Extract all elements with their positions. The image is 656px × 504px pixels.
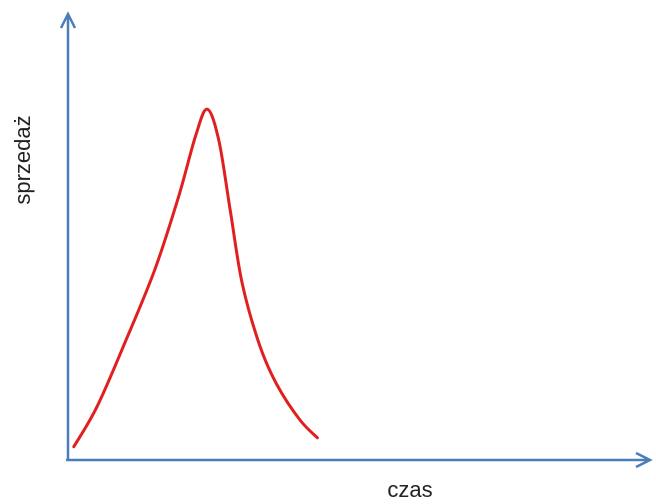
y-axis-arrowhead xyxy=(59,11,77,29)
sales-curve xyxy=(72,107,319,449)
x-axis-label: czas xyxy=(387,477,432,502)
x-axis-arrowhead xyxy=(635,451,653,469)
y-axis-label: sprzedaż xyxy=(10,115,35,204)
